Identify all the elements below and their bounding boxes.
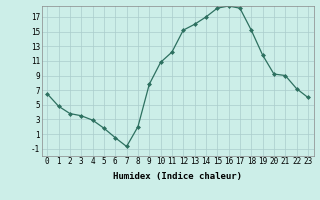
X-axis label: Humidex (Indice chaleur): Humidex (Indice chaleur): [113, 172, 242, 181]
